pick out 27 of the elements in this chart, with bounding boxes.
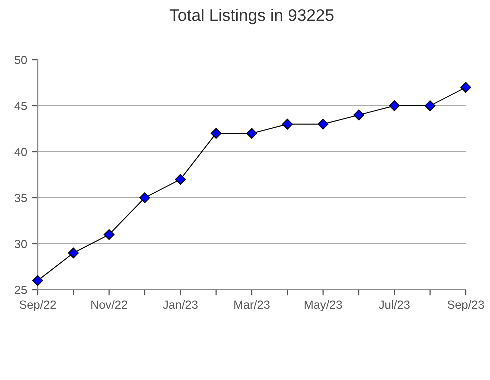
y-tick-label: 30 [14, 240, 28, 248]
y-tick-label: 40 [14, 148, 28, 156]
x-tick-label: Sep/23 [448, 300, 484, 312]
x-tick-label: Mar/23 [234, 300, 270, 310]
x-tick-label: Nov/22 [92, 300, 128, 310]
x-tick-label: May/23 [304, 300, 342, 312]
y-tick-label: 35 [14, 194, 28, 202]
point [424, 100, 436, 112]
point [389, 100, 400, 112]
point [354, 110, 364, 121]
point [318, 119, 329, 130]
point [104, 229, 115, 240]
point [175, 174, 186, 185]
x-tick-label: Sep/22 [20, 300, 56, 312]
point [282, 119, 294, 130]
y-tick-label: 50 [14, 56, 28, 64]
point [68, 248, 80, 259]
point [140, 192, 150, 204]
point [210, 128, 222, 139]
y-tick-label: 25 [15, 286, 28, 294]
point [246, 128, 258, 139]
x-tick-label: Jan/23 [163, 300, 198, 310]
point [32, 275, 44, 286]
y-tick-label: 45 [14, 102, 28, 110]
chart-title: Total Listings in 93225 [170, 9, 334, 25]
point [460, 82, 472, 93]
x-tick-label: Jul/23 [379, 300, 410, 310]
